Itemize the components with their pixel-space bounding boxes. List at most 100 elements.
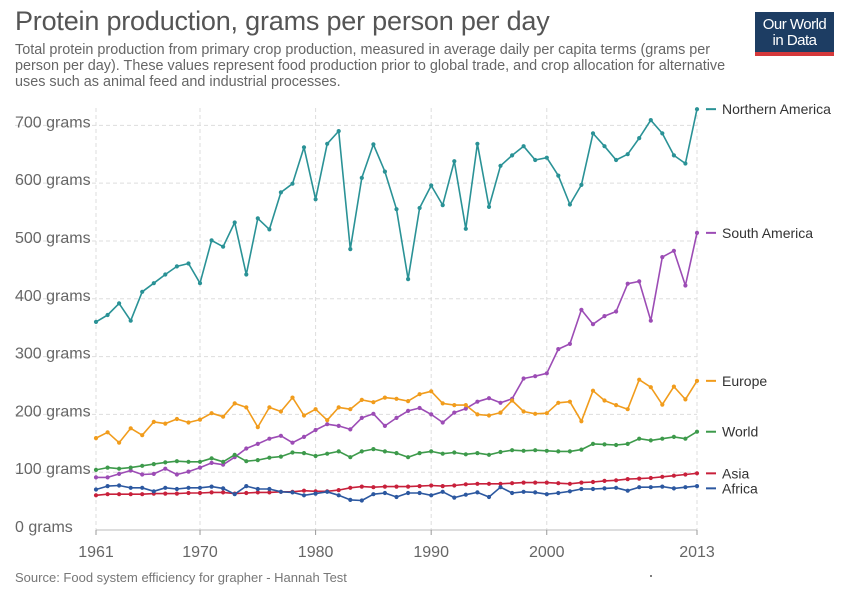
data-point[interactable] bbox=[440, 451, 445, 456]
data-point[interactable] bbox=[267, 436, 272, 441]
series-line[interactable] bbox=[96, 232, 698, 479]
data-point[interactable] bbox=[140, 492, 145, 497]
data-point[interactable] bbox=[267, 490, 272, 495]
data-point[interactable] bbox=[533, 490, 538, 495]
data-point[interactable] bbox=[93, 475, 99, 480]
data-point[interactable] bbox=[637, 377, 642, 382]
data-point[interactable] bbox=[163, 485, 168, 490]
data-point[interactable] bbox=[648, 438, 653, 443]
data-point[interactable] bbox=[359, 449, 364, 454]
data-point[interactable] bbox=[117, 440, 122, 445]
data-point[interactable] bbox=[556, 347, 561, 352]
data-point[interactable] bbox=[93, 467, 99, 472]
data-point[interactable] bbox=[463, 406, 468, 411]
data-point[interactable] bbox=[105, 312, 110, 318]
data-point[interactable] bbox=[544, 448, 549, 453]
legend-label[interactable]: South America bbox=[722, 225, 813, 241]
data-point[interactable] bbox=[533, 480, 538, 485]
data-point[interactable] bbox=[694, 471, 700, 476]
data-point[interactable] bbox=[197, 459, 203, 464]
data-point[interactable] bbox=[417, 392, 422, 397]
data-point[interactable] bbox=[406, 277, 411, 282]
data-point[interactable] bbox=[521, 448, 526, 453]
data-point[interactable] bbox=[151, 462, 156, 467]
data-point[interactable] bbox=[140, 463, 145, 468]
legend-label[interactable]: Northern America bbox=[722, 101, 831, 117]
data-point[interactable] bbox=[221, 244, 226, 249]
data-point[interactable] bbox=[556, 449, 561, 454]
data-point[interactable] bbox=[683, 485, 688, 490]
data-point[interactable] bbox=[671, 384, 677, 389]
data-point[interactable] bbox=[452, 495, 457, 500]
data-point[interactable] bbox=[313, 453, 318, 459]
data-point[interactable] bbox=[579, 419, 584, 424]
data-point[interactable] bbox=[290, 450, 295, 455]
data-point[interactable] bbox=[267, 455, 272, 460]
data-point[interactable] bbox=[567, 399, 573, 404]
data-point[interactable] bbox=[209, 484, 214, 489]
data-point[interactable] bbox=[255, 486, 260, 492]
data-point[interactable] bbox=[197, 281, 203, 286]
data-point[interactable] bbox=[579, 307, 584, 312]
data-point[interactable] bbox=[637, 136, 642, 141]
data-point[interactable] bbox=[579, 447, 584, 452]
series-line[interactable] bbox=[95, 378, 698, 444]
data-point[interactable] bbox=[382, 484, 387, 489]
data-point[interactable] bbox=[278, 433, 283, 438]
data-point[interactable] bbox=[452, 159, 457, 164]
data-point[interactable] bbox=[614, 157, 619, 163]
data-point[interactable] bbox=[452, 410, 457, 415]
data-point[interactable] bbox=[602, 144, 607, 149]
data-point[interactable] bbox=[648, 485, 653, 490]
data-point[interactable] bbox=[278, 489, 283, 494]
data-point[interactable] bbox=[255, 458, 260, 463]
data-point[interactable] bbox=[671, 153, 677, 158]
data-point[interactable] bbox=[683, 472, 688, 477]
data-point[interactable] bbox=[486, 204, 492, 209]
data-point[interactable] bbox=[440, 484, 445, 489]
data-point[interactable] bbox=[186, 459, 191, 464]
data-point[interactable] bbox=[660, 402, 665, 407]
data-point[interactable] bbox=[313, 427, 318, 433]
data-point[interactable] bbox=[105, 484, 110, 489]
data-point[interactable] bbox=[614, 309, 619, 314]
data-point[interactable] bbox=[105, 465, 110, 470]
data-point[interactable] bbox=[301, 493, 307, 498]
data-point[interactable] bbox=[406, 399, 411, 404]
legend-label[interactable]: Asia bbox=[722, 465, 749, 481]
data-point[interactable] bbox=[417, 405, 422, 411]
data-point[interactable] bbox=[382, 423, 387, 428]
data-point[interactable] bbox=[209, 238, 214, 243]
data-point[interactable] bbox=[105, 492, 110, 497]
data-point[interactable] bbox=[429, 389, 434, 394]
data-point[interactable] bbox=[625, 407, 630, 412]
data-point[interactable] bbox=[440, 489, 445, 494]
data-point[interactable] bbox=[359, 397, 364, 402]
data-point[interactable] bbox=[671, 434, 677, 439]
data-point[interactable] bbox=[382, 169, 387, 174]
data-point[interactable] bbox=[521, 144, 526, 149]
data-point[interactable] bbox=[313, 491, 318, 496]
data-point[interactable] bbox=[128, 426, 133, 431]
data-point[interactable] bbox=[440, 401, 445, 406]
data-point[interactable] bbox=[371, 142, 376, 147]
data-point[interactable] bbox=[533, 411, 538, 416]
data-point[interactable] bbox=[394, 451, 399, 456]
data-point[interactable] bbox=[325, 451, 330, 456]
data-point[interactable] bbox=[186, 485, 191, 490]
data-point[interactable] bbox=[475, 481, 480, 486]
data-point[interactable] bbox=[348, 247, 353, 252]
data-point[interactable] bbox=[174, 491, 179, 496]
data-point[interactable] bbox=[509, 153, 515, 158]
data-point[interactable] bbox=[602, 478, 607, 483]
data-point[interactable] bbox=[140, 472, 145, 477]
data-point[interactable] bbox=[278, 409, 283, 414]
data-point[interactable] bbox=[429, 183, 434, 188]
data-point[interactable] bbox=[406, 408, 411, 413]
data-point[interactable] bbox=[163, 491, 168, 496]
legend-label[interactable]: World bbox=[722, 424, 758, 440]
data-point[interactable] bbox=[371, 485, 376, 490]
data-point[interactable] bbox=[590, 322, 596, 327]
data-point[interactable] bbox=[671, 473, 677, 478]
data-point[interactable] bbox=[371, 447, 376, 452]
